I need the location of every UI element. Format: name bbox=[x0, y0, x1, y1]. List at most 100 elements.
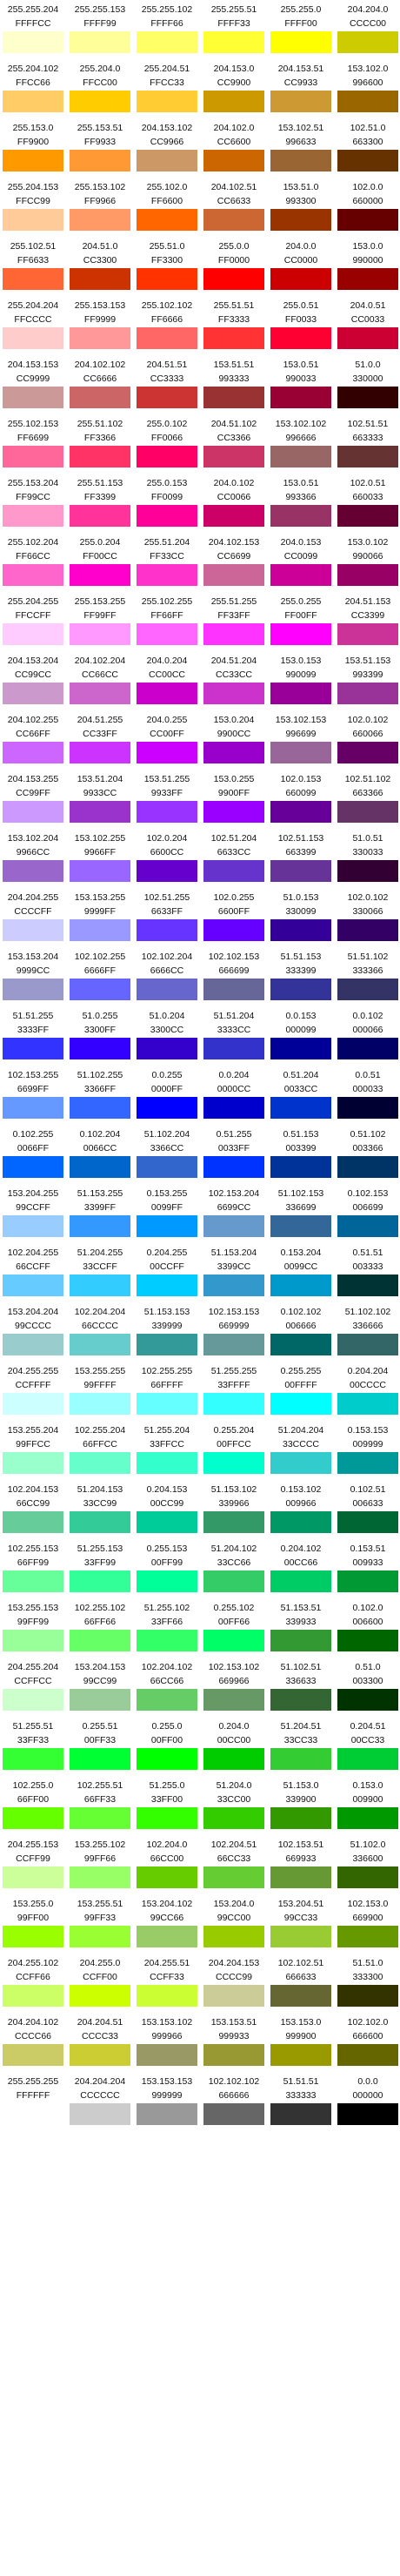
color-swatch[interactable] bbox=[3, 91, 63, 112]
color-swatch[interactable] bbox=[203, 801, 264, 823]
color-swatch[interactable] bbox=[70, 209, 130, 231]
color-cell[interactable]: 204.0.51 CC0033 bbox=[335, 296, 400, 355]
color-cell[interactable]: 51.51.0 333300 bbox=[335, 1954, 400, 2013]
color-cell[interactable]: 153.0.102 990066 bbox=[335, 533, 400, 592]
color-cell[interactable]: 102.0.204 6600CC bbox=[134, 829, 200, 888]
color-swatch[interactable] bbox=[137, 1807, 197, 1829]
color-cell[interactable]: 153.51.153 993399 bbox=[335, 651, 400, 710]
color-cell[interactable]: 204.204.153 CCCC99 bbox=[201, 1954, 267, 2013]
color-cell[interactable]: 255.204.204 FFCCCC bbox=[0, 296, 66, 355]
color-cell[interactable]: 51.51.204 3333CC bbox=[201, 1006, 267, 1066]
color-swatch[interactable] bbox=[337, 1866, 398, 1888]
color-cell[interactable]: 102.102.0 666600 bbox=[335, 2013, 400, 2072]
color-cell[interactable]: 255.51.0 FF3300 bbox=[134, 237, 200, 296]
color-swatch[interactable] bbox=[70, 1689, 130, 1711]
color-swatch[interactable] bbox=[3, 268, 63, 290]
color-swatch[interactable] bbox=[337, 150, 398, 172]
color-swatch[interactable] bbox=[203, 564, 264, 586]
color-swatch[interactable] bbox=[137, 1097, 197, 1119]
color-cell[interactable]: 153.102.153 996699 bbox=[268, 710, 334, 770]
color-swatch[interactable] bbox=[337, 1807, 398, 1829]
color-swatch[interactable] bbox=[270, 683, 331, 704]
color-cell[interactable]: 153.204.255 99CCFF bbox=[0, 1184, 66, 1243]
color-cell[interactable]: 204.51.153 CC3399 bbox=[335, 592, 400, 651]
color-cell[interactable]: 204.153.102 CC9966 bbox=[134, 118, 200, 178]
color-cell[interactable]: 102.102.255 6666FF bbox=[67, 947, 133, 1006]
color-cell[interactable]: 51.102.255 3366FF bbox=[67, 1066, 133, 1125]
color-swatch[interactable] bbox=[337, 919, 398, 941]
color-cell[interactable]: 204.255.102 CCFF66 bbox=[0, 1954, 66, 2013]
color-cell[interactable]: 255.153.153 FF9999 bbox=[67, 296, 133, 355]
color-swatch[interactable] bbox=[3, 1748, 63, 1770]
color-swatch[interactable] bbox=[3, 2103, 63, 2125]
color-swatch[interactable] bbox=[3, 1630, 63, 1651]
color-cell[interactable]: 153.102.0 996600 bbox=[335, 59, 400, 118]
color-cell[interactable]: 102.102.102 666666 bbox=[201, 2072, 267, 2131]
color-cell[interactable]: 51.255.51 33FF33 bbox=[0, 1717, 66, 1776]
color-swatch[interactable] bbox=[203, 31, 264, 53]
color-cell[interactable]: 153.204.204 99CCCC bbox=[0, 1302, 66, 1362]
color-cell[interactable]: 51.204.0 33CC00 bbox=[201, 1776, 267, 1835]
color-cell[interactable]: 204.204.204 CCCCCC bbox=[67, 2072, 133, 2131]
color-cell[interactable]: 255.153.51 FF9933 bbox=[67, 118, 133, 178]
color-cell[interactable]: 0.102.255 0066FF bbox=[0, 1125, 66, 1184]
color-swatch[interactable] bbox=[70, 268, 130, 290]
color-cell[interactable]: 255.51.255 FF33FF bbox=[201, 592, 267, 651]
color-cell[interactable]: 102.204.0 66CC00 bbox=[134, 1835, 200, 1894]
color-swatch[interactable] bbox=[203, 1334, 264, 1355]
color-cell[interactable]: 102.102.51 666633 bbox=[268, 1954, 334, 2013]
color-cell[interactable]: 102.51.153 663399 bbox=[268, 829, 334, 888]
color-cell[interactable]: 255.204.153 FFCC99 bbox=[0, 178, 66, 237]
color-cell[interactable]: 255.255.255 FFFFFF bbox=[0, 2072, 66, 2131]
color-swatch[interactable] bbox=[337, 1393, 398, 1415]
color-cell[interactable]: 204.204.255 CCCCFF bbox=[0, 888, 66, 947]
color-swatch[interactable] bbox=[3, 2044, 63, 2066]
color-cell[interactable]: 102.51.102 663366 bbox=[335, 770, 400, 829]
color-cell[interactable]: 51.0.51 330033 bbox=[335, 829, 400, 888]
color-swatch[interactable] bbox=[3, 919, 63, 941]
color-swatch[interactable] bbox=[137, 979, 197, 1000]
color-cell[interactable]: 102.204.255 66CCFF bbox=[0, 1243, 66, 1302]
color-swatch[interactable] bbox=[137, 683, 197, 704]
color-swatch[interactable] bbox=[270, 1630, 331, 1651]
color-swatch[interactable] bbox=[270, 801, 331, 823]
color-swatch[interactable] bbox=[337, 801, 398, 823]
color-swatch[interactable] bbox=[337, 742, 398, 763]
color-cell[interactable]: 204.102.0 CC6600 bbox=[201, 118, 267, 178]
color-swatch[interactable] bbox=[3, 1275, 63, 1296]
color-swatch[interactable] bbox=[3, 1926, 63, 1947]
color-cell[interactable]: 255.153.255 FF99FF bbox=[67, 592, 133, 651]
color-cell[interactable]: 255.0.255 FF00FF bbox=[268, 592, 334, 651]
color-swatch[interactable] bbox=[270, 1866, 331, 1888]
color-cell[interactable]: 204.204.0 CCCC00 bbox=[335, 0, 400, 59]
color-swatch[interactable] bbox=[137, 209, 197, 231]
color-swatch[interactable] bbox=[137, 564, 197, 586]
color-cell[interactable]: 255.255.204 FFFFCC bbox=[0, 0, 66, 59]
color-swatch[interactable] bbox=[70, 1275, 130, 1296]
color-cell[interactable]: 153.102.204 9966CC bbox=[0, 829, 66, 888]
color-swatch[interactable] bbox=[270, 1393, 331, 1415]
color-cell[interactable]: 153.0.255 9900FF bbox=[201, 770, 267, 829]
color-swatch[interactable] bbox=[203, 742, 264, 763]
color-swatch[interactable] bbox=[203, 2044, 264, 2066]
color-swatch[interactable] bbox=[3, 1570, 63, 1592]
color-cell[interactable]: 51.255.153 33FF99 bbox=[67, 1539, 133, 1598]
color-cell[interactable]: 204.51.51 CC3333 bbox=[134, 355, 200, 414]
color-cell[interactable]: 102.102.204 6666CC bbox=[134, 947, 200, 1006]
color-cell[interactable]: 255.255.153 FFFF99 bbox=[67, 0, 133, 59]
color-cell[interactable]: 51.255.204 33FFCC bbox=[134, 1421, 200, 1480]
color-cell[interactable]: 153.153.51 999933 bbox=[201, 2013, 267, 2072]
color-swatch[interactable] bbox=[270, 860, 331, 882]
color-cell[interactable]: 204.153.51 CC9933 bbox=[268, 59, 334, 118]
color-cell[interactable]: 204.255.153 CCFF99 bbox=[0, 1835, 66, 1894]
color-swatch[interactable] bbox=[337, 1630, 398, 1651]
color-swatch[interactable] bbox=[70, 2103, 130, 2125]
color-cell[interactable]: 153.51.255 9933FF bbox=[134, 770, 200, 829]
color-swatch[interactable] bbox=[70, 1215, 130, 1237]
color-swatch[interactable] bbox=[203, 1985, 264, 2007]
color-cell[interactable]: 51.0.204 3300CC bbox=[134, 1006, 200, 1066]
color-cell[interactable]: 255.153.0 FF9900 bbox=[0, 118, 66, 178]
color-swatch[interactable] bbox=[270, 1807, 331, 1829]
color-cell[interactable]: 153.0.51 993366 bbox=[268, 474, 334, 533]
color-swatch[interactable] bbox=[3, 1511, 63, 1533]
